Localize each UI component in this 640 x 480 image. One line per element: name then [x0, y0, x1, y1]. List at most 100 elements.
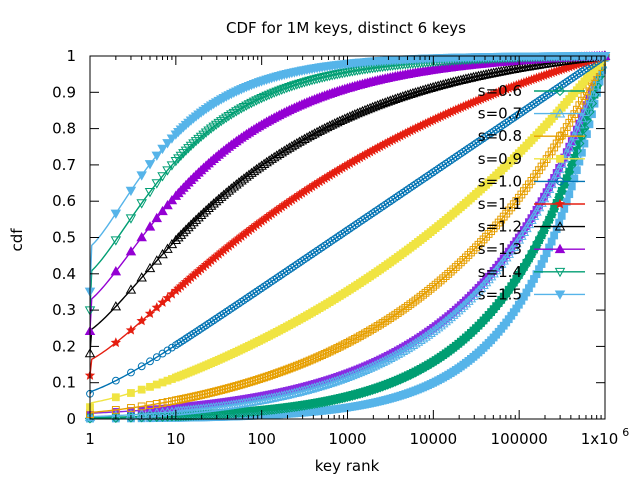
series-s0-8-point [477, 238, 485, 247]
series-s0-7-point [480, 276, 492, 287]
series-layer [84, 50, 611, 424]
x-axis-label: key rank [315, 457, 380, 475]
series-s0-8-point [158, 398, 167, 407]
series-s0-6-point [253, 405, 265, 417]
series-s1-4-point [241, 101, 252, 111]
series-s0-7-point [490, 264, 502, 275]
series-s0-8-point [310, 354, 319, 363]
series-s0-7-point [397, 345, 409, 356]
series-s1-4-point [276, 85, 288, 96]
series-s1-2-point [324, 120, 335, 130]
series-s0-6-point [526, 249, 537, 260]
series-s0-8-point [232, 382, 241, 390]
legend-item: s=0.6 [478, 82, 585, 100]
series-s1-4-point [151, 179, 163, 189]
series-s1-2-point [208, 198, 219, 208]
series-s0-7-point [485, 271, 497, 281]
series-s0-6-point [377, 381, 388, 392]
series-s0-8-point [212, 387, 221, 396]
series-s0-8-point [292, 361, 301, 370]
series-s0-8-point [242, 379, 251, 387]
series-s1-4-point [215, 117, 227, 127]
series-s0-8-point [328, 346, 337, 355]
series-s0-6-point [243, 406, 255, 418]
series-s1-4-point [296, 78, 308, 89]
series-s1-4-point [208, 122, 219, 132]
series-s1-4-point [321, 72, 333, 82]
series-s1-0-point [137, 362, 146, 371]
series-s0-6-point [238, 407, 250, 418]
series-s1-4-point [309, 75, 320, 85]
series-s1-4-point [246, 98, 257, 109]
x-tick-label: 10000 [409, 430, 457, 448]
series-s1-4-point [110, 236, 122, 246]
legend-label: s=0.6 [478, 82, 522, 100]
series-s0-7-point [541, 188, 552, 198]
series-s0-7-point [407, 339, 419, 349]
legend-label: s=1.2 [478, 218, 522, 236]
series-s1-5-point [151, 151, 163, 161]
series-s0-8-point [298, 359, 306, 368]
series-s0-6-point [236, 407, 247, 418]
legend-label: s=1.0 [478, 172, 522, 190]
series-s1-2-point [136, 272, 147, 282]
legend-marker [554, 290, 566, 300]
legend-label: s=1.4 [478, 263, 522, 281]
legend-item: s=0.7 [478, 105, 585, 123]
series-s0-8-point [252, 376, 261, 384]
series-s0-8-point [152, 399, 161, 408]
extra-series-2 [86, 52, 609, 422]
series-s0-6-point [248, 406, 260, 417]
y-tick-label: 0.1 [52, 374, 76, 392]
series-s1-2-point [321, 121, 333, 132]
series-s0-6-point [485, 307, 497, 318]
y-axis-label: cdf [8, 228, 26, 252]
series-s0-8-point [562, 123, 571, 131]
series-s0-6-point [375, 382, 386, 393]
series-s1-2-point [279, 145, 290, 155]
series-s0-7-point [581, 100, 593, 110]
y-tick-label: 0 [66, 410, 76, 428]
series-s1-2-point [316, 124, 328, 134]
series-s0-6-point [521, 258, 532, 269]
series-s0-6-point [463, 330, 474, 342]
series-s0-7-point [458, 300, 469, 310]
series-s1-1-point [136, 315, 147, 326]
series-s0-8-point [456, 258, 465, 267]
series-s0-8-point [209, 388, 218, 396]
series-s1-2-point [273, 148, 285, 158]
series-s0-8-point [275, 368, 284, 377]
series-s1-4-point [266, 89, 277, 99]
series-s0-8-point [333, 344, 342, 352]
series-s1-2-point [268, 151, 280, 162]
series-s1-4-point [261, 91, 272, 102]
series-s0-6-point [279, 403, 290, 414]
series-s1-2-point [173, 232, 184, 242]
series-s0-8-point [431, 280, 440, 289]
series-s0-8-point [207, 388, 216, 397]
series-s1-4-point [314, 74, 325, 84]
series-s1-2-point [291, 137, 303, 148]
series-s0-8-point [222, 384, 231, 393]
legend-marker [554, 243, 566, 254]
series-s0-8-point [237, 380, 246, 389]
x-tick-label: 100000 [491, 430, 548, 448]
series-s1-2-point [311, 126, 323, 137]
series-s1-2-point [306, 129, 318, 139]
series-s0-6-point [258, 405, 270, 416]
series-s0-7-point [364, 362, 376, 372]
series-s0-6-point [271, 404, 282, 415]
series-s0-8-point [224, 384, 233, 392]
series-s1-2-point [342, 112, 353, 122]
series-s1-2-point [183, 221, 194, 232]
series-s0-8-point [351, 335, 359, 343]
series-s1-3-point [157, 205, 168, 216]
series-s1-4-point [311, 74, 323, 85]
series-s1-2-point [319, 122, 330, 133]
series-s1-1-point [125, 324, 137, 335]
series-s1-4-point [221, 113, 232, 123]
series-s1-4-point [251, 96, 262, 106]
series-s0-7-point [450, 307, 462, 317]
series-s0-7-point [495, 258, 507, 268]
series-s1-2-point [294, 136, 305, 146]
